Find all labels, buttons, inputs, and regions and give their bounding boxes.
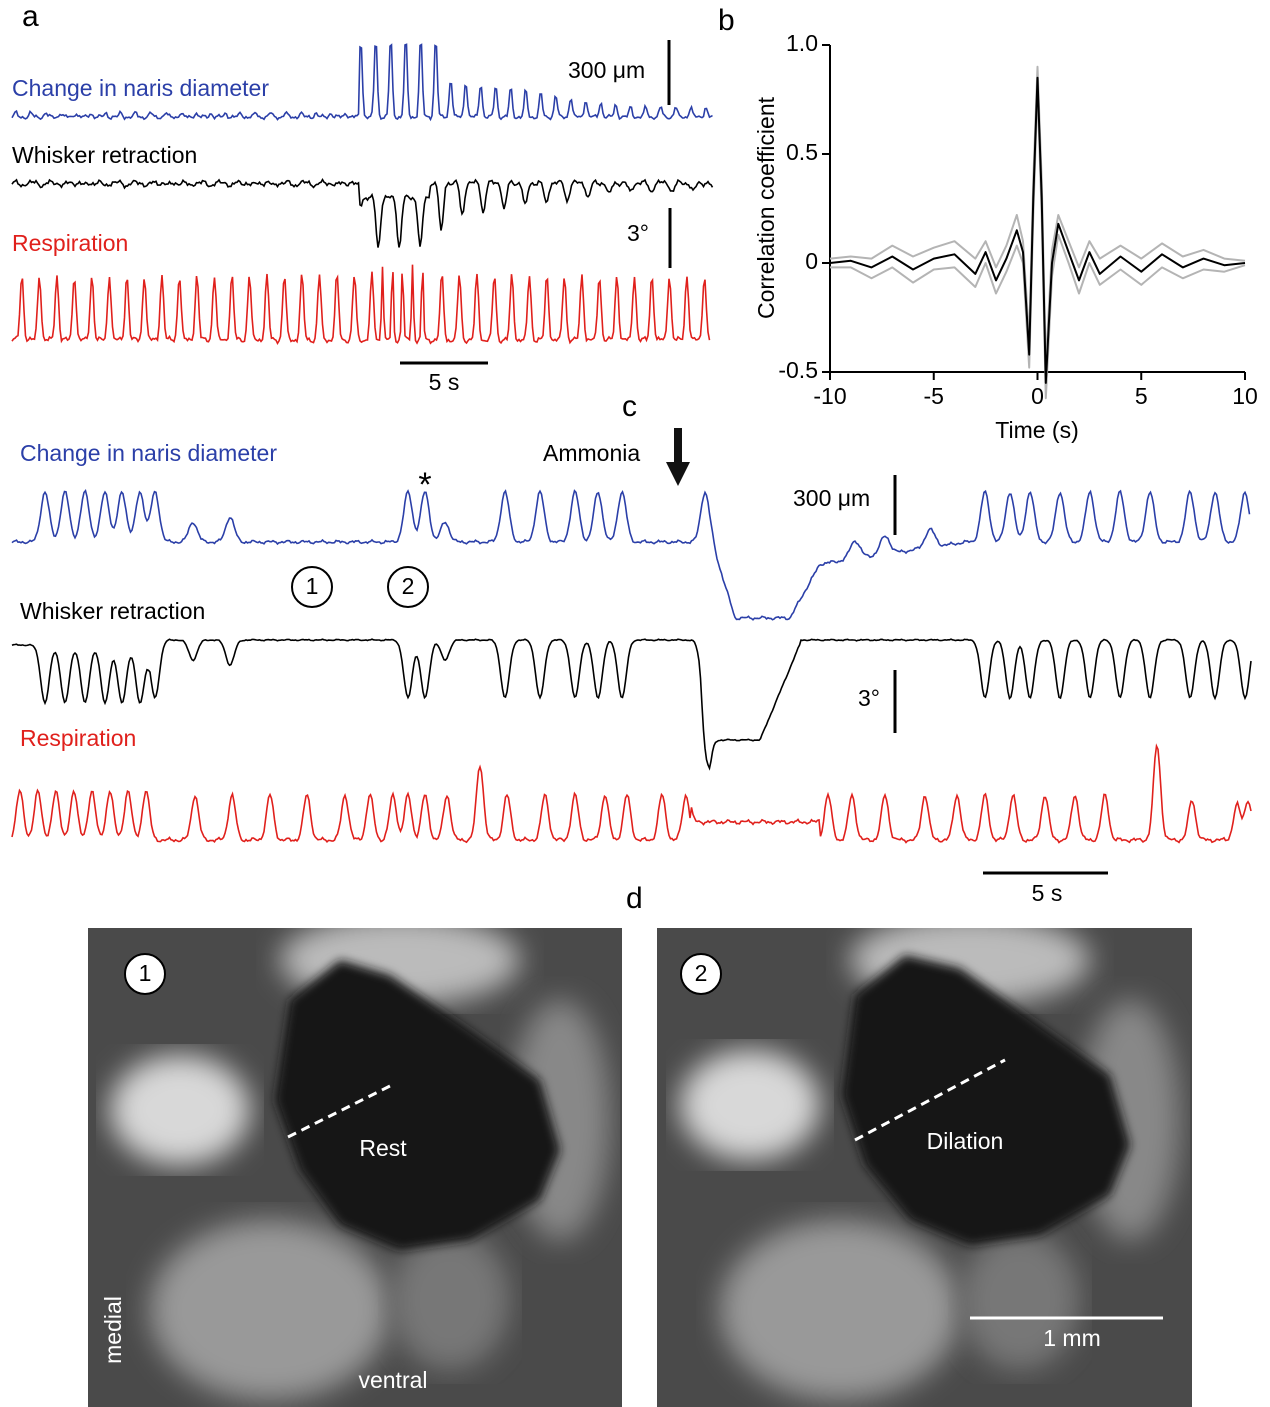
marker-label: 1 [306,573,319,599]
trace-label: Change in naris diameter [20,440,277,466]
panel-label: d [626,882,643,915]
asterisk: * [418,466,431,504]
photo [657,928,1192,1407]
scale-label: 5 s [429,369,460,395]
stimulus-arrow [666,428,690,486]
trace [11,43,713,122]
y-tick-label: 1.0 [786,30,818,56]
x-axis-label: Time (s) [995,417,1078,443]
line-series [829,65,1246,367]
scale-label: 3° [858,685,880,711]
marker-label: 1 [139,960,152,986]
correlation-chart: Time (s) Correlation coefficient -0.5 0 0.… [753,30,1258,443]
trace-label: Respiration [12,230,128,256]
scale-label: 1 mm [1043,1325,1101,1351]
line-series [829,76,1246,384]
marker-circle [387,566,429,608]
scale-label: 300 μm [568,57,645,83]
marker-label: 2 [695,960,708,986]
trace-label: Whisker retraction [12,142,197,168]
x-tick-label: 10 [1232,383,1258,409]
x-tick-label: -10 [813,383,846,409]
trace [11,177,714,248]
trace-label: Respiration [20,725,136,751]
y-tick-label: 0.5 [786,139,818,165]
marker-circle [680,953,722,995]
trace [11,743,1252,844]
x-tick-label: 0 [1031,383,1044,409]
marker-circle [124,953,166,995]
trace-label: Whisker retraction [20,598,205,624]
y-tick-label: -0.5 [778,357,818,383]
x-tick-label: 5 [1135,383,1148,409]
scale-label: 3° [627,220,649,246]
trace-label: Change in naris diameter [12,75,269,101]
image-label: Dilation [927,1128,1004,1154]
line-series [830,87,1246,400]
marker-circle [291,566,333,608]
panel-label: c [622,390,637,423]
image-label: Rest [359,1135,407,1161]
orientation-label: medial [100,1296,126,1364]
y-axis-label: Correlation coefficient [753,96,779,319]
scale-label: 300 μm [793,485,870,511]
trace [11,264,711,345]
photo [88,928,622,1407]
panel-label: a [22,0,39,33]
scale-label: 5 s [1032,880,1063,906]
trace [11,488,1251,621]
trace [11,638,1252,771]
y-tick-label: 0 [805,248,818,274]
panel-label: b [718,4,735,37]
marker-label: 2 [402,573,415,599]
x-tick-label: -5 [924,383,944,409]
stimulus-label: Ammonia [543,440,640,466]
orientation-label: ventral [358,1367,427,1393]
